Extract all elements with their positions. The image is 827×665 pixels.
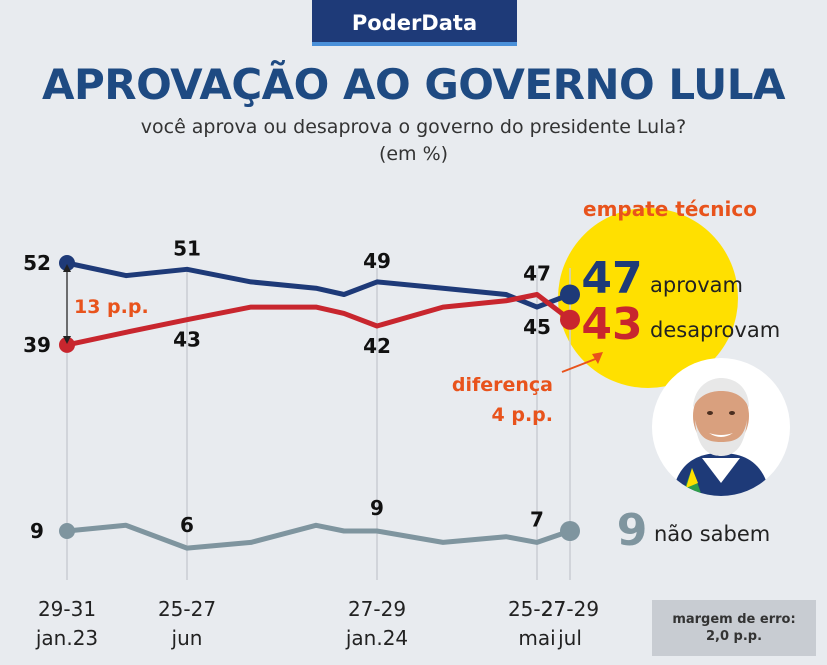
margin-of-error-label: margem de erro:: [672, 612, 796, 627]
x-tick-label: jun: [171, 626, 203, 650]
person-portrait-icon: [652, 358, 790, 496]
gap-arrow-head-down: [63, 336, 71, 344]
series-end-marker-disapprove: [560, 309, 580, 330]
series-line-dontknow: [66, 522, 571, 551]
point-label: 49: [363, 249, 391, 273]
x-tick-label: 27-29: [348, 597, 406, 621]
point-label: 45: [523, 315, 551, 339]
point-label: 47: [523, 262, 551, 286]
chart-unit: (em %): [378, 143, 449, 165]
point-label: 9: [370, 496, 384, 520]
disapprove-final-text: desaprovam: [650, 318, 780, 342]
chart-title: APROVAÇÃO AO GOVERNO LULA: [41, 60, 786, 109]
point-label: 43: [173, 328, 201, 352]
series-end-marker-dontknow: [560, 521, 580, 541]
approve-final-value: 47: [581, 253, 642, 304]
margin-of-error-box: margem de erro: 2,0 p.p.: [652, 600, 816, 656]
point-label: 7: [530, 507, 544, 531]
chart-subtitle: você aprova ou desaprova o governo do pr…: [140, 116, 687, 138]
brand-header: PoderData: [312, 0, 517, 46]
dontknow-final-text: não sabem: [654, 522, 770, 546]
tie-highlight-circle: [558, 208, 738, 388]
point-label: 39: [23, 333, 51, 357]
series-start-marker-disapprove: [59, 336, 75, 353]
difference-arrow-line: [561, 357, 599, 373]
difference-arrow-head: [592, 352, 603, 364]
x-tick-label: 27-29: [541, 597, 599, 621]
point-label: 42: [363, 334, 391, 358]
x-tick-label: jan.24: [345, 626, 408, 650]
dontknow-final-value: 9: [617, 505, 648, 556]
point-label: 6: [180, 513, 194, 537]
point-label: 51: [173, 236, 201, 260]
difference-label-line2: 4 p.p.: [492, 404, 553, 426]
series-start-marker-approve: [59, 255, 75, 271]
series-end-marker-approve: [560, 284, 580, 305]
gap-arrow-head-up: [63, 264, 71, 272]
series-start-marker-dontknow: [59, 523, 75, 539]
margin-of-error-value: 2,0 p.p.: [705, 629, 763, 644]
x-tick-label: 25-27: [158, 597, 216, 621]
point-label: 9: [30, 519, 44, 543]
brand-underline: [312, 42, 517, 46]
difference-label-line1: diferença: [452, 374, 553, 396]
x-tick-label: jan.23: [35, 626, 98, 650]
x-tick-label: jul: [557, 626, 582, 650]
x-tick-label: mai: [518, 626, 555, 650]
gap-start-label: 13 p.p.: [74, 296, 149, 318]
tie-label: empate técnico: [583, 197, 757, 221]
x-tick-label: 25-27: [508, 597, 566, 621]
series-line-disapprove: [66, 292, 572, 348]
point-label: 52: [23, 251, 51, 275]
approve-final-text: aprovam: [650, 273, 743, 297]
disapprove-final-value: 43: [581, 299, 642, 350]
x-tick-label: 29-31: [38, 597, 96, 621]
